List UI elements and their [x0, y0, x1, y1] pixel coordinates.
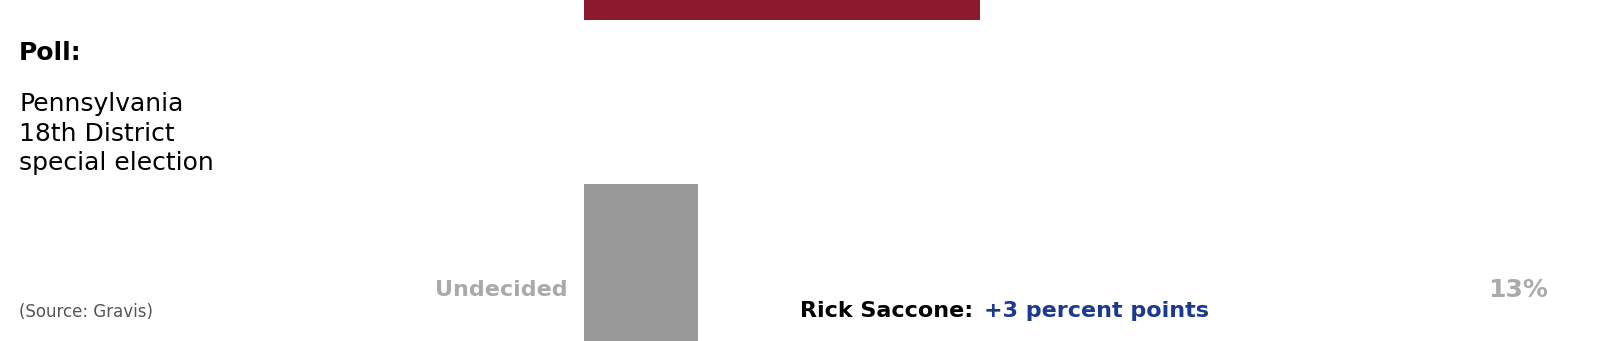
Text: Pennsylvania
18th District
special election: Pennsylvania 18th District special elect…: [19, 92, 214, 176]
FancyBboxPatch shape: [584, 184, 698, 341]
FancyBboxPatch shape: [584, 0, 979, 20]
Text: +3 percent points: +3 percent points: [984, 300, 1210, 321]
Text: Rick Saccone:: Rick Saccone:: [800, 300, 981, 321]
Text: Undecided: Undecided: [435, 280, 568, 300]
Text: (Source: Gravis): (Source: Gravis): [19, 302, 154, 321]
Text: 13%: 13%: [1488, 278, 1547, 302]
Text: Poll:: Poll:: [19, 41, 82, 65]
